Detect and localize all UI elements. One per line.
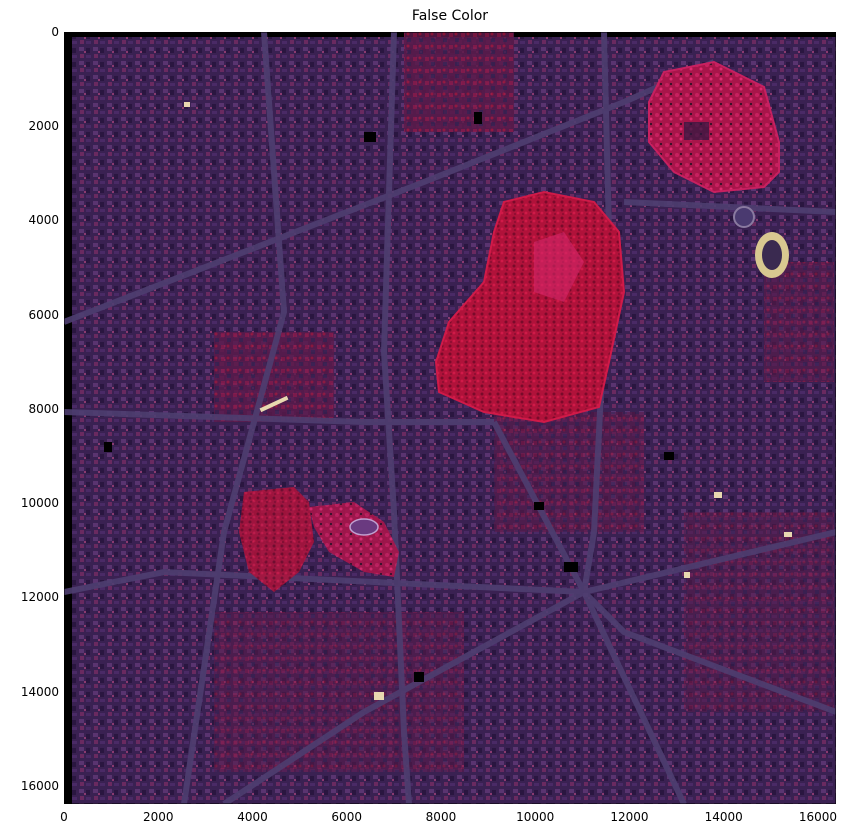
y-tick-label: 16000 [20, 778, 59, 793]
x-tick-label: 6000 [331, 810, 362, 824]
y-tick-label: 4000 [28, 213, 59, 228]
x-tick-label: 14000 [704, 810, 743, 824]
x-tick-label: 16000 [798, 810, 837, 824]
y-tick-label: 0 [51, 25, 59, 39]
y-tick-label: 10000 [20, 496, 59, 511]
x-tick-label: 0 [60, 810, 68, 824]
y-tick-label: 14000 [20, 684, 59, 699]
x-tick-label: 10000 [516, 810, 555, 824]
false-color-image [64, 32, 836, 804]
x-tick-label: 8000 [425, 810, 457, 824]
y-tick-label: 8000 [28, 401, 59, 416]
y-tick-label: 12000 [20, 590, 59, 605]
x-tick-label: 4000 [237, 810, 268, 824]
y-tick-label: 6000 [28, 307, 59, 322]
y-tick-label: 2000 [28, 119, 59, 134]
x-tick-label: 2000 [142, 810, 174, 824]
plot-title: False Color [411, 8, 489, 24]
x-tick-label: 12000 [610, 810, 649, 824]
